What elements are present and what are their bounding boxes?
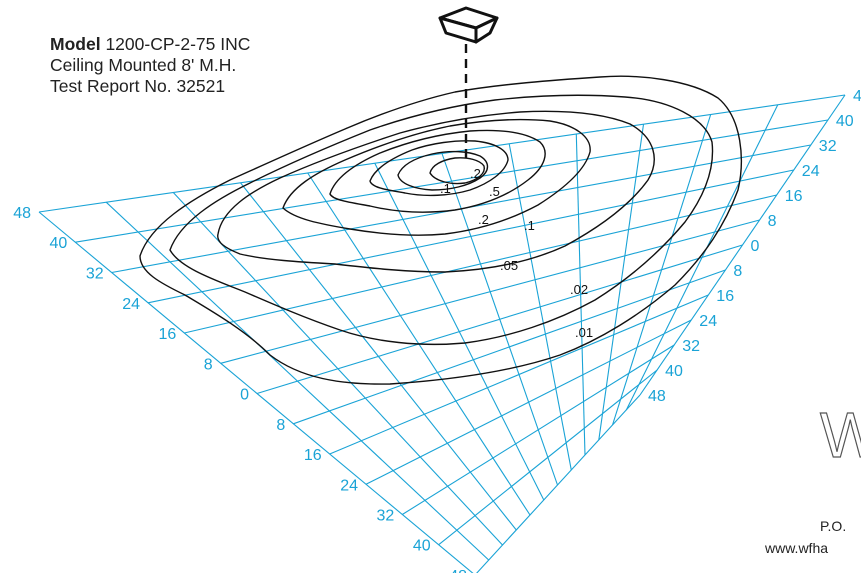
axis-tick-label: 8 — [768, 213, 777, 230]
axis-tick-label: 32 — [86, 266, 104, 283]
footer-po: P.O. — [820, 518, 847, 534]
perspective-grid — [38, 94, 846, 573]
axis-tick-label: 16 — [716, 288, 734, 305]
contour-001 — [139, 75, 742, 385]
left-axis-labels: 48 40 32 24 16 8 0 8 16 24 32 40 48 — [13, 205, 467, 573]
contour-lines — [139, 75, 742, 385]
axis-tick-label: 8 — [733, 263, 742, 280]
footer-website: www.wfha — [765, 540, 829, 556]
grid-line-x — [508, 143, 572, 471]
axis-tick-label: 8 — [276, 417, 285, 434]
axis-tick-label: 24 — [802, 163, 820, 180]
axis-tick-label: 48 — [853, 88, 861, 105]
axis-tick-label: 16 — [304, 447, 322, 464]
contour-label-group: .2 .1 .5 .2 .1 .05 .02 .01 — [440, 166, 593, 340]
contour-label: .1 — [524, 218, 535, 233]
logo-fragment: W — [819, 398, 861, 471]
axis-tick-label: 40 — [665, 363, 683, 380]
axis-tick-label: 32 — [819, 138, 837, 155]
contour-05 — [369, 140, 509, 197]
axis-tick-label: 40 — [413, 538, 431, 555]
grid-line-y — [438, 369, 658, 546]
right-axis-labels: 48 40 32 24 16 808 16 24 32 40 48 — [648, 88, 861, 405]
axis-tick-label: 8 — [204, 356, 213, 373]
axis-tick-label: 0 — [751, 238, 760, 255]
contour-02 — [329, 129, 546, 213]
grid-line-x — [639, 94, 846, 396]
fixture-icon — [438, 6, 499, 44]
contour-01 — [282, 118, 591, 236]
axis-tick-label: 24 — [122, 296, 140, 313]
axis-tick-label: 40 — [50, 235, 68, 252]
fixture-info: Model 1200-CP-2-75 INC Ceiling Mounted 8… — [50, 34, 250, 97]
axis-tick-label: 48 — [449, 568, 467, 573]
axis-tick-label: 16 — [785, 188, 803, 205]
test-report-line: Test Report No. 32521 — [50, 76, 226, 96]
model-value: 1200-CP-2-75 INC — [105, 34, 251, 54]
contour-label: .01 — [575, 325, 593, 340]
model-label: Model — [50, 34, 101, 54]
grid-line-y — [476, 394, 641, 573]
mounting-line: Ceiling Mounted 8' M.H. — [50, 55, 237, 75]
axis-tick-label: 24 — [699, 313, 717, 330]
contour-002 — [169, 94, 714, 346]
model-line: Model 1200-CP-2-75 INC — [50, 34, 250, 55]
contour-label: .02 — [570, 282, 588, 297]
contour-2 — [429, 157, 485, 185]
grid-line-x — [625, 104, 779, 411]
axis-tick-label: 48 — [13, 205, 31, 222]
axis-tick-label: 48 — [648, 388, 666, 405]
contour-label: .2 — [478, 212, 489, 227]
axis-tick-label: 40 — [836, 113, 854, 130]
axis-tick-label: 0 — [240, 387, 249, 404]
contour-1 — [397, 150, 489, 191]
contour-label: .5 — [489, 184, 500, 199]
axis-tick-label: 24 — [340, 477, 358, 494]
grid-line-y — [402, 344, 675, 515]
grid-line-x — [38, 211, 474, 573]
axis-tick-label: 32 — [682, 338, 700, 355]
axis-tick-label: 16 — [159, 326, 177, 343]
contour-005 — [217, 110, 655, 273]
contour-label: .2 — [470, 166, 481, 181]
contour-label: .1 — [440, 181, 451, 196]
axis-tick-label: 32 — [377, 508, 395, 525]
contour-label: .05 — [500, 258, 518, 273]
